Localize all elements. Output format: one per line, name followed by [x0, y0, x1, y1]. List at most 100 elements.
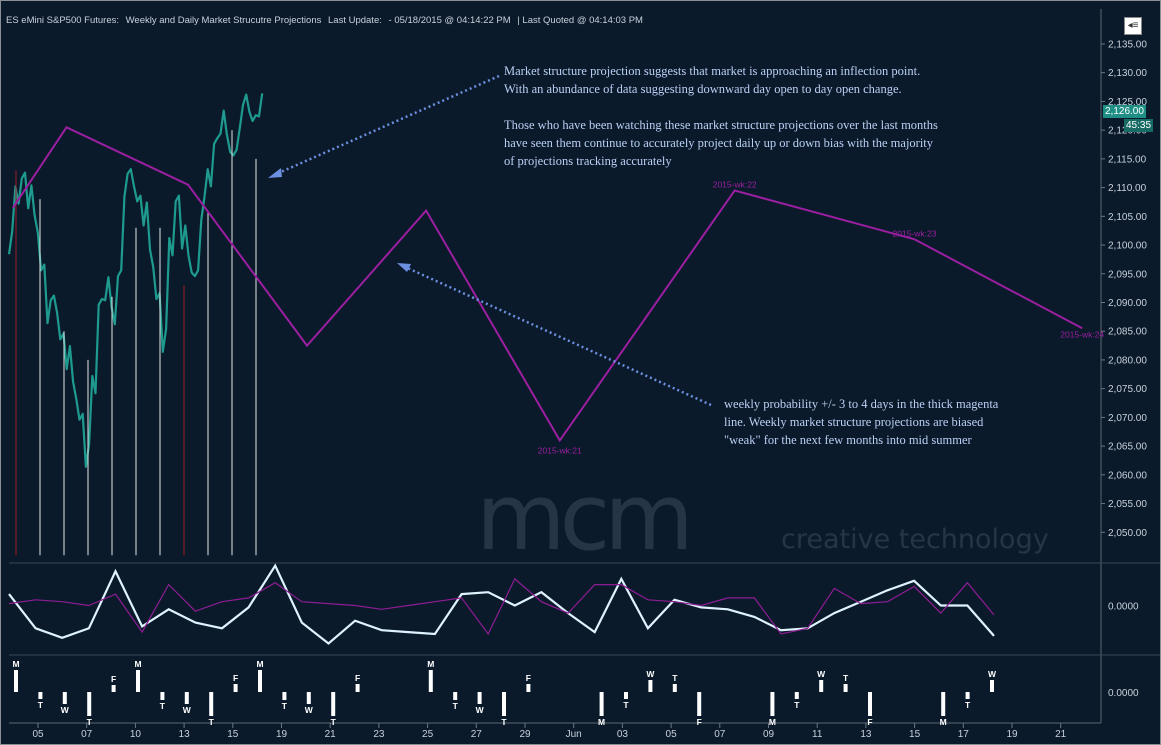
day-marker-letter: T — [623, 700, 629, 710]
day-marker-letter: T — [965, 700, 971, 710]
x-tick-label: 09 — [763, 729, 775, 740]
top-note-line — [504, 98, 938, 116]
day-marker-letter: T — [453, 701, 459, 711]
y-tick-label: 2,055.00 — [1108, 499, 1147, 510]
day-marker-letter: W — [988, 669, 997, 679]
y-tick-label: 2,075.00 — [1108, 384, 1147, 395]
bar-timer-badge: 45:35 — [1124, 119, 1154, 132]
day-marker-letter: M — [940, 717, 947, 727]
day-marker-bar — [599, 692, 604, 716]
top-note-line: have seen them continue to accurately pr… — [504, 136, 934, 150]
day-marker-letter: W — [183, 705, 192, 715]
day-marker-letter: F — [111, 674, 116, 684]
day-marker-bar — [965, 692, 970, 699]
y-tick-label: 2,110.00 — [1108, 183, 1147, 194]
day-marker-bar — [209, 692, 214, 716]
day-marker-bar — [331, 692, 336, 716]
chevron-left-menu-icon[interactable]: ◂≡ — [1124, 17, 1142, 35]
y-tick-label: 2,095.00 — [1108, 269, 1147, 280]
watermark-mcm: mcm — [476, 464, 688, 571]
day-marker-bar — [14, 670, 18, 692]
x-tick-label: 19 — [1006, 729, 1018, 740]
y-tick-label: 2,105.00 — [1108, 212, 1147, 223]
projection-label: 2015-wk:24 — [1060, 329, 1104, 339]
day-marker-letter: T — [672, 673, 678, 683]
x-tick-label: 21 — [325, 729, 337, 740]
last-price-badge: 2,126.00 — [1103, 105, 1146, 118]
y-tick-label: 2,070.00 — [1108, 413, 1147, 424]
x-tick-label: 25 — [422, 729, 434, 740]
y-tick-label: 2,130.00 — [1108, 68, 1147, 79]
day-marker-bar — [697, 692, 702, 716]
day-marker-letter: T — [501, 717, 507, 727]
watermark-tagline: creative technology — [781, 524, 1049, 555]
day-marker-letter: F — [355, 673, 360, 683]
oscillator-magenta-line — [8, 577, 995, 636]
day-marker-bar — [258, 670, 262, 692]
bottom-note-line: line. Weekly market structure projection… — [724, 415, 984, 429]
oscillator-layer — [8, 563, 995, 645]
day-marker-letter: M — [12, 659, 19, 669]
day-marker-letter: T — [794, 700, 800, 710]
y-tick-label: 2,100.00 — [1108, 241, 1147, 252]
day-marker-bar — [160, 692, 165, 700]
x-tick-label: 27 — [471, 729, 483, 740]
day-marker-bar — [990, 680, 994, 692]
day-marker-bar — [282, 692, 287, 700]
bottom-note-line: weekly probability +/- 3 to 4 days in th… — [724, 397, 999, 411]
price-layer — [7, 93, 264, 556]
last-quoted-value: | Last Quoted @ 04:14:03 PM — [517, 15, 643, 26]
day-marker-letter: M — [598, 717, 605, 727]
weekly-projection-line — [12, 126, 1083, 443]
projection-layer: 2015-wk:21 2015-wk:22 2015-wk:23 2015-wk:24 — [12, 126, 1104, 455]
x-tick-label: 17 — [958, 729, 970, 740]
day-marker-bar — [428, 670, 433, 692]
day-marker-bar — [770, 692, 775, 716]
top-note-line: With an abundance of data suggesting dow… — [504, 82, 902, 96]
day-marker-bar — [526, 684, 531, 692]
arrow-head-projection — [397, 263, 411, 272]
bottom-note-line: "weak" for the next few months into mid … — [724, 433, 972, 447]
x-tick-label: 15 — [909, 729, 921, 740]
arrow-head-price — [268, 168, 282, 178]
chart-title: ES eMini S&P500 Futures: Weekly and Dail… — [6, 15, 647, 26]
day-marker-bar — [868, 692, 872, 716]
day-marker-bar — [184, 692, 189, 704]
day-marker-bar — [111, 685, 116, 692]
day-marker-letter: T — [331, 717, 337, 727]
day-marker-bar — [819, 680, 824, 692]
day-marker-bar — [38, 692, 43, 699]
watermark-logo: mcm creative technology — [476, 464, 1049, 571]
day-marker-bar — [477, 692, 482, 704]
x-tick-label: 21 — [1055, 729, 1067, 740]
x-tick-label: 29 — [519, 729, 531, 740]
day-marker-letter: M — [769, 717, 776, 727]
x-tick-label: 13 — [860, 729, 872, 740]
day-marker-bar — [648, 680, 653, 692]
day-marker-bar — [502, 692, 506, 716]
price-series-line — [7, 93, 264, 468]
osc-zero-label: 0.0000 — [1108, 602, 1139, 613]
day-marker-letter: M — [256, 659, 263, 669]
day-marker-layer: M T W T F M T W T F M T W T F M T W T F M T W T F M T W T F M T W — [12, 659, 997, 727]
last-update-label: Last Update: — [328, 15, 382, 26]
marker-zero-label: 0.0000 — [1108, 688, 1139, 699]
top-note-line: Market structure projection suggests tha… — [504, 64, 921, 78]
day-marker-bar — [306, 692, 311, 704]
day-marker-bar — [843, 684, 848, 692]
day-marker-bar — [136, 670, 140, 692]
day-marker-letter: T — [38, 700, 44, 710]
day-marker-letter: T — [87, 717, 93, 727]
x-tick-label: 05 — [32, 729, 44, 740]
projection-label: 2015-wk:23 — [893, 228, 937, 238]
day-marker-letter: M — [427, 659, 434, 669]
last-update-value: - 05/18/2015 @ 04:14:22 PM — [388, 15, 511, 26]
axis-layer: 2,050.00 2,055.00 2,060.00 2,065.00 2,070.00… — [9, 9, 1160, 740]
y-tick-label: 2,135.00 — [1108, 39, 1147, 50]
day-marker-bar — [794, 692, 799, 699]
y-tick-label: 2,115.00 — [1108, 154, 1147, 165]
arrow-to-projection — [402, 264, 712, 407]
oscillator-white-line — [8, 563, 995, 645]
projection-label: 2015-wk:22 — [713, 179, 757, 189]
